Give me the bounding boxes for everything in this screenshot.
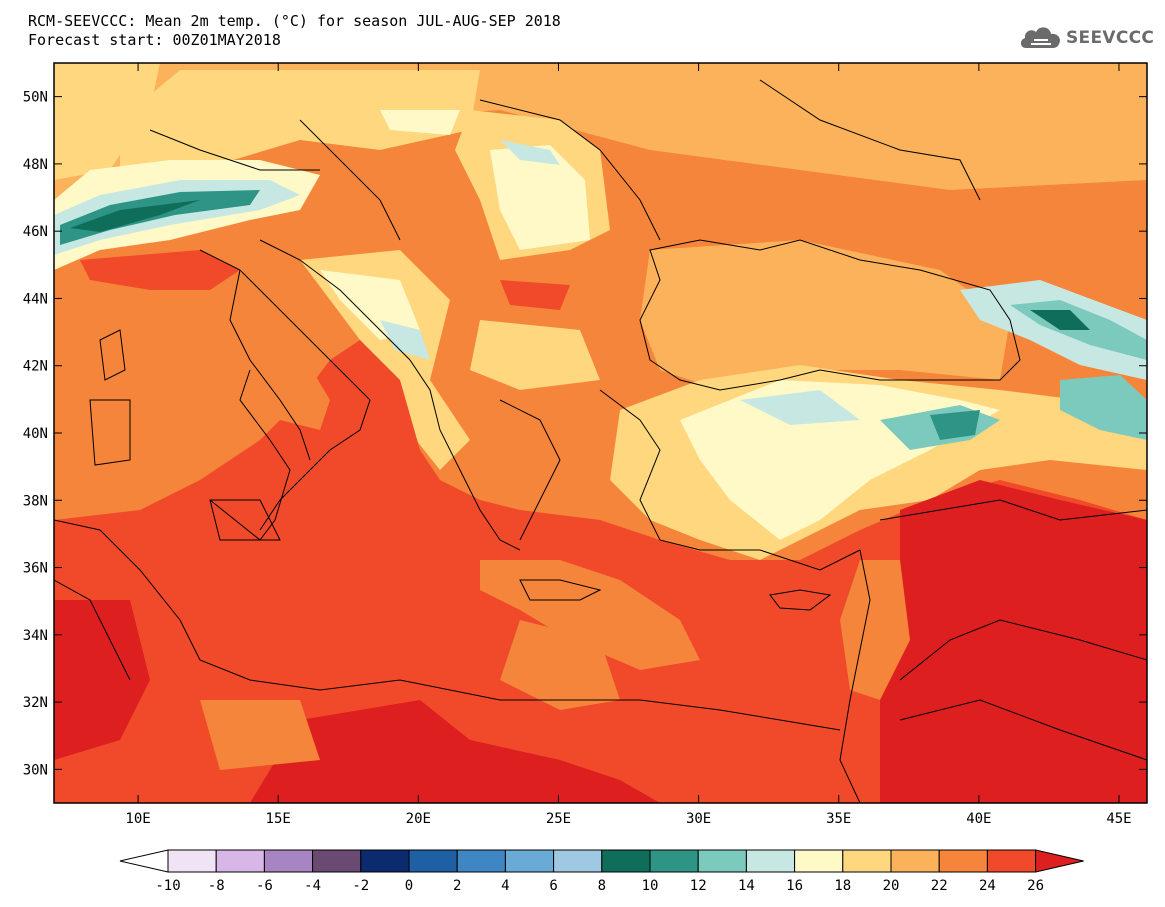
colorbar-box: [794, 849, 844, 873]
lon-label: 30E: [686, 811, 711, 827]
colorbar-label: 2: [453, 878, 461, 894]
colorbar-box: [890, 849, 940, 873]
lat-label: 46N: [23, 224, 48, 240]
colorbar-label: 0: [405, 878, 413, 894]
colorbar-box: [697, 849, 747, 873]
map-title: RCM-SEEVCCC: Mean 2m temp. (°C) for seas…: [28, 12, 561, 30]
lat-label: 36N: [23, 561, 48, 577]
colorbar-label: -4: [304, 878, 321, 894]
temperature-fields: [54, 63, 1147, 803]
colorbar-label: 18: [834, 878, 851, 894]
cloud-icon: [1020, 27, 1061, 48]
colorbar-label: 24: [979, 878, 996, 894]
lon-label: 10E: [125, 811, 150, 827]
colorbar-box: [408, 849, 458, 873]
lat-label: 50N: [23, 90, 48, 106]
colorbar-box: [504, 849, 555, 873]
lat-label: 44N: [23, 291, 48, 307]
colorbar-box: [842, 849, 892, 873]
colorbar-under-triangle: [119, 849, 169, 873]
forecast-start-label: Forecast start: 00Z01MAY2018: [28, 31, 281, 49]
colorbar-label: 14: [738, 878, 755, 894]
colorbar-label: 4: [501, 878, 509, 894]
lon-label: 40E: [966, 811, 991, 827]
lat-label: 38N: [23, 493, 48, 509]
colorbar-label: -2: [352, 878, 369, 894]
colorbar-box: [167, 849, 217, 873]
lat-label: 30N: [23, 762, 48, 778]
colorbar-box: [215, 849, 265, 873]
colorbar-label: 26: [1027, 878, 1044, 894]
colorbar-label: 6: [549, 878, 557, 894]
lat-label: 42N: [23, 359, 48, 375]
lon-label: 25E: [546, 811, 571, 827]
colorbar-label: 20: [883, 878, 900, 894]
colorbar-box: [986, 849, 1037, 873]
colorbar-box: [601, 849, 651, 873]
colorbar-over-triangle: [1035, 849, 1084, 873]
colorbar-box: [456, 849, 506, 873]
colorbar-label: 16: [786, 878, 803, 894]
colorbar-label: 10: [642, 878, 659, 894]
latitude-labels: 50N 48N 46N 44N 42N 40N 38N 36N 34N 32N 30N: [23, 90, 48, 779]
colorbar-box: [745, 849, 796, 873]
lon-label: 45E: [1106, 811, 1131, 827]
lat-label: 48N: [23, 157, 48, 173]
colorbar: [119, 849, 1084, 873]
colorbar-box: [938, 849, 988, 873]
colorbar-box: [553, 849, 603, 873]
colorbar-box: [312, 849, 362, 873]
coastlines: [54, 79, 1147, 803]
colorbar-label: -8: [208, 878, 225, 894]
lon-label: 35E: [826, 811, 851, 827]
colorbar-box: [360, 849, 410, 873]
colorbar-label: -6: [256, 878, 273, 894]
lat-label: 40N: [23, 426, 48, 442]
colorbar-label: 22: [931, 878, 948, 894]
colorbar-box: [649, 849, 699, 873]
colorbar-box: [263, 849, 314, 873]
colorbar-label: -10: [155, 878, 180, 894]
colorbar-label: 8: [598, 878, 606, 894]
logo-text: SEEVCCC: [1066, 28, 1155, 48]
lon-label: 15E: [266, 811, 291, 827]
lat-label: 34N: [23, 628, 48, 644]
colorbar-label: 12: [690, 878, 707, 894]
colorbar-labels: -10 -8 -6 -4 -2 0 2 4 6 8 10 12 14 16 18 20 22 24 26: [155, 878, 1044, 894]
seevccc-logo: SEEVCCC: [1018, 22, 1158, 54]
longitude-labels: 10E 15E 20E 25E 30E 35E 40E 45E: [125, 811, 1131, 827]
axis-ticks: [54, 63, 1147, 803]
lon-label: 20E: [406, 811, 431, 827]
lat-label: 32N: [23, 695, 48, 711]
